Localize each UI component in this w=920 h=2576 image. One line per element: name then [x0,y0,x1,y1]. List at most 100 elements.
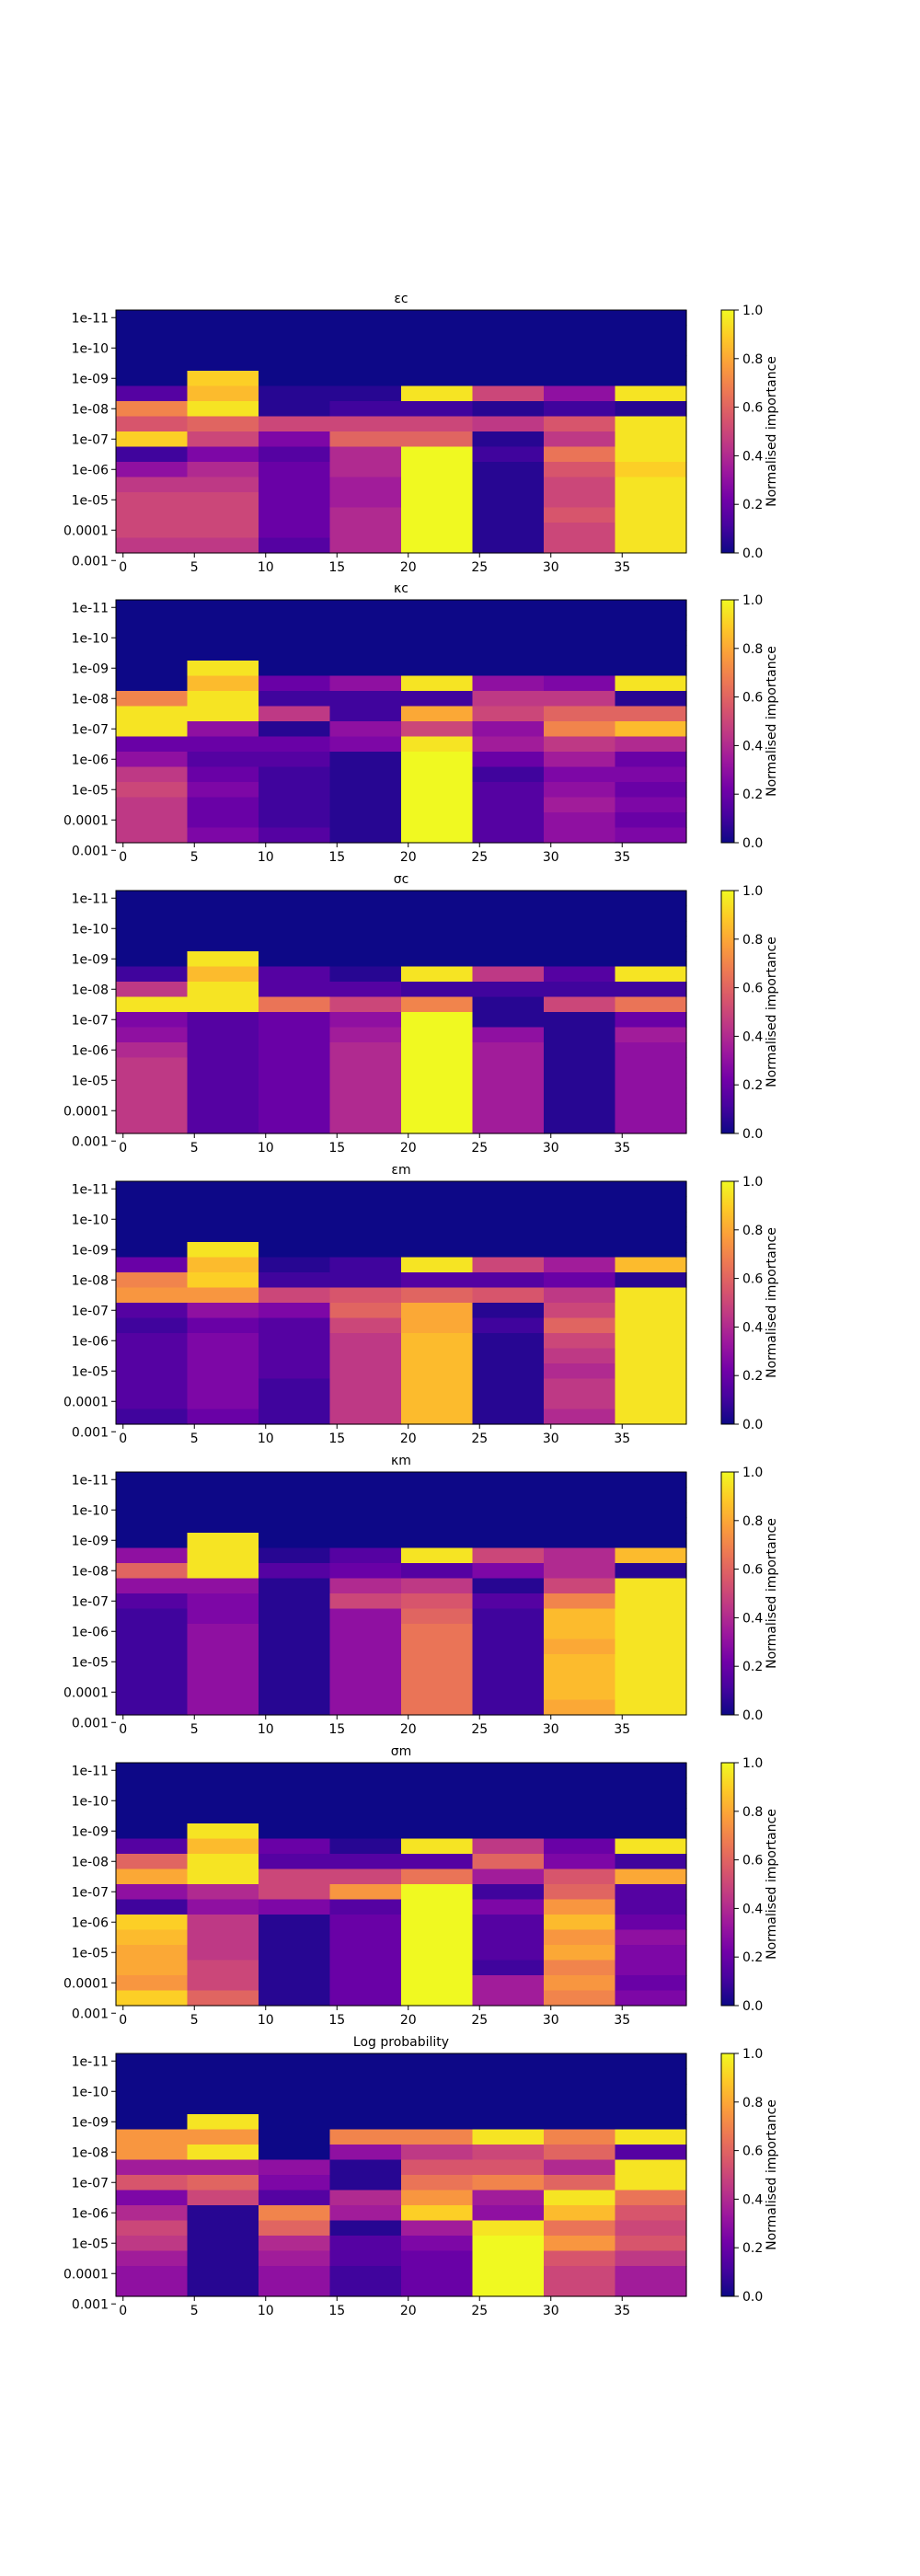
colorbar-tick-label: 0.4 [742,1902,763,1916]
heatmap-cell [259,2145,331,2161]
heatmap-cell [187,1272,259,1289]
heatmap-cell [544,2084,616,2100]
heatmap-cell [401,310,474,327]
heatmap-cell [187,1547,259,1564]
heatmap-cell [116,1333,189,1350]
heatmap-cell [472,600,545,616]
heatmap-cell [116,1563,189,1580]
heatmap-cell [544,1975,616,1992]
heatmap-cell [401,812,474,829]
colorbar-tick-label: 1.0 [742,1466,763,1480]
heatmap-cell [615,371,687,387]
heatmap-cell [401,1838,474,1855]
heatmap-cell [187,1333,259,1350]
heatmap-cell [116,416,189,432]
heatmap-cell [329,523,402,539]
heatmap-cell [401,2114,474,2131]
heatmap-cell [329,2145,402,2161]
heatmap-cell [329,1242,402,1259]
colorbar-gradient [720,890,735,1134]
heatmap-cell [544,1103,616,1120]
x-tick-label: 25 [471,1432,488,1446]
heatmap-cell [259,782,331,799]
heatmap-cell [259,1929,331,1946]
x-tick-label: 0 [119,1141,127,1156]
heatmap-cell [116,1884,189,1901]
colorbar-tick-label: 0.6 [742,1272,763,1287]
heatmap-cell [259,1838,331,1855]
heatmap-cell [401,1333,474,1350]
heatmap-cell [472,1333,545,1350]
heatmap-cell [329,1012,402,1029]
colorbar-tick-label: 0.4 [742,739,763,753]
y-tick-label: 0.0001 [63,1976,109,1991]
heatmap-cell [615,2236,687,2252]
heatmap-cell [259,736,331,753]
colorbar-tick-label: 0.6 [742,401,763,416]
heatmap-cell [187,736,259,753]
heatmap-cell [116,721,189,738]
heatmap-cell [259,1378,331,1395]
y-tick-label: 0.001 [72,2297,109,2312]
heatmap-cell [472,675,545,692]
heatmap-cell [259,936,331,952]
heatmap-cell [615,1823,687,1840]
x-tick-label: 30 [543,850,559,865]
heatmap-cell [401,1793,474,1810]
heatmap-cell [472,446,545,463]
heatmap-cell [116,1699,189,1716]
heatmap-cell [259,1517,331,1534]
heatmap-cell [615,1699,687,1716]
heatmap-cell [329,905,402,922]
y-tick-label: 1e-05 [72,1074,109,1088]
heatmap-cell [187,1257,259,1273]
heatmap-cell [615,1378,687,1395]
heatmap-cell [615,951,687,968]
heatmap-cell [116,812,189,829]
heatmap-cell [544,492,616,509]
heatmap-cell [116,537,189,554]
heatmap-cell [116,752,189,768]
heatmap-cell [187,812,259,829]
heatmap-cell [187,1303,259,1319]
heatmap-cell [259,921,331,937]
heatmap-cell [544,1226,616,1243]
heatmap-cell [401,1624,474,1640]
heatmap-cell [544,2250,616,2267]
heatmap-cell [259,827,331,844]
heatmap-cell [116,1226,189,1243]
heatmap-cell [187,1639,259,1655]
y-tick-label: 0.0001 [63,1104,109,1119]
heatmap-cell [615,1990,687,2007]
heatmap-cell [187,1502,259,1519]
heatmap-cell [401,891,474,907]
heatmap-cell [116,2250,189,2267]
heatmap-cell [544,2281,616,2297]
heatmap-cell [259,1960,331,1976]
heatmap-cell [187,1975,259,1992]
heatmap-cell [116,1838,189,1855]
x-tick-label: 25 [471,2013,488,2028]
heatmap-cell [116,1793,189,1810]
y-tick-label: 1e-07 [72,2176,109,2191]
heatmap-cell [259,1608,331,1625]
heatmap-cell [401,1181,474,1198]
heatmap-cell [116,1378,189,1395]
heatmap-cell [187,1103,259,1120]
heatmap-cell [329,1287,402,1304]
heatmap-cell [259,1869,331,1885]
heatmap-cell [259,891,331,907]
heatmap-cell [259,2114,331,2131]
heatmap-cell [329,2220,402,2237]
heatmap-cell [116,615,189,631]
heatmap-cell [329,1257,402,1273]
heatmap-cell [259,615,331,631]
heatmap-cell [329,1363,402,1380]
heatmap-cell [615,1915,687,1931]
colorbar-gradient [720,2053,735,2297]
heatmap-cell [544,1699,616,1716]
heatmap-cell [116,1272,189,1289]
heatmap-cell [401,1257,474,1273]
heatmap-cell [329,431,402,448]
heatmap-cell [329,951,402,968]
